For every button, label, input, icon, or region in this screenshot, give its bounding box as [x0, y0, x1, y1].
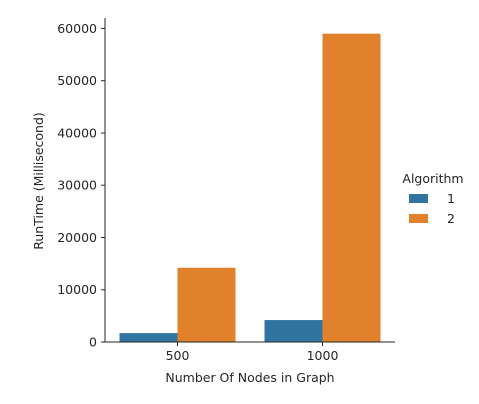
y-axis: 0 10000 20000 30000 40000 50000 60000	[57, 18, 106, 350]
legend-label-2: 2	[447, 211, 455, 226]
legend-swatch-1	[409, 194, 428, 203]
y-tick-label: 30000	[57, 178, 97, 193]
y-tick-label: 0	[89, 335, 97, 350]
legend-items: 12	[409, 191, 455, 226]
y-tick-label: 10000	[57, 282, 97, 297]
legend-title: Algorithm	[402, 171, 463, 186]
bar-series-2-500	[177, 267, 236, 342]
legend: Algorithm 12	[402, 171, 463, 226]
y-tick-label: 20000	[57, 230, 97, 245]
bar-series-1-500	[119, 333, 178, 342]
x-tick-label: 1000	[307, 348, 339, 363]
bars-layer	[119, 33, 381, 343]
bar-series-2-1000	[322, 33, 381, 343]
x-axis-label: Number Of Nodes in Graph	[165, 370, 334, 385]
legend-label-1: 1	[447, 191, 455, 206]
y-tick-label: 60000	[57, 21, 97, 36]
y-axis-label: RunTime (Millisecond)	[31, 112, 46, 250]
x-axis: 500 1000	[105, 341, 395, 363]
y-tick-label: 50000	[57, 73, 97, 88]
bar-series-1-1000	[264, 320, 323, 342]
y-tick-label: 40000	[57, 125, 97, 140]
x-tick-label: 500	[166, 348, 190, 363]
legend-swatch-2	[409, 214, 428, 223]
